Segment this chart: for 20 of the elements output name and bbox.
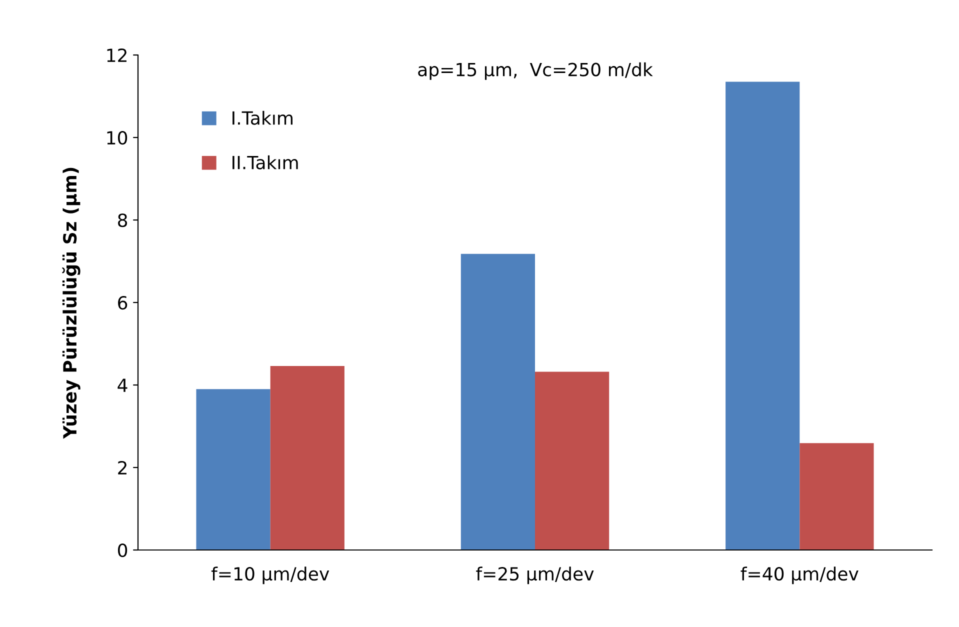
- y-tick-label: 12: [107, 48, 126, 62]
- bar: [270, 366, 344, 550]
- legend-label: II.Takım: [232, 155, 298, 170]
- x-tick-label: f=40 µm/dev: [740, 566, 858, 584]
- x-tick-label: f=10 µm/dev: [211, 566, 330, 584]
- chart-title: ap=15 µm, Vc=250 m/dk: [418, 62, 653, 80]
- bar: [726, 82, 800, 550]
- y-tick-label: 6: [118, 296, 128, 310]
- bar: [460, 254, 535, 550]
- bar: [196, 389, 270, 550]
- y-tick-label: 0: [118, 543, 128, 558]
- y-tick-label: 2: [118, 460, 126, 474]
- y-axis-title: Yüzey Pürüzlülüğü Sz (µm): [62, 168, 80, 439]
- legend-label: I.Takım: [232, 110, 292, 125]
- bar: [800, 443, 874, 550]
- bar: [535, 372, 610, 550]
- y-tick-label: 10: [107, 130, 128, 145]
- y-tick-label: 4: [118, 378, 128, 392]
- y-tick-label: 8: [118, 213, 128, 228]
- x-tick-label: f=25 µm/dev: [476, 566, 594, 584]
